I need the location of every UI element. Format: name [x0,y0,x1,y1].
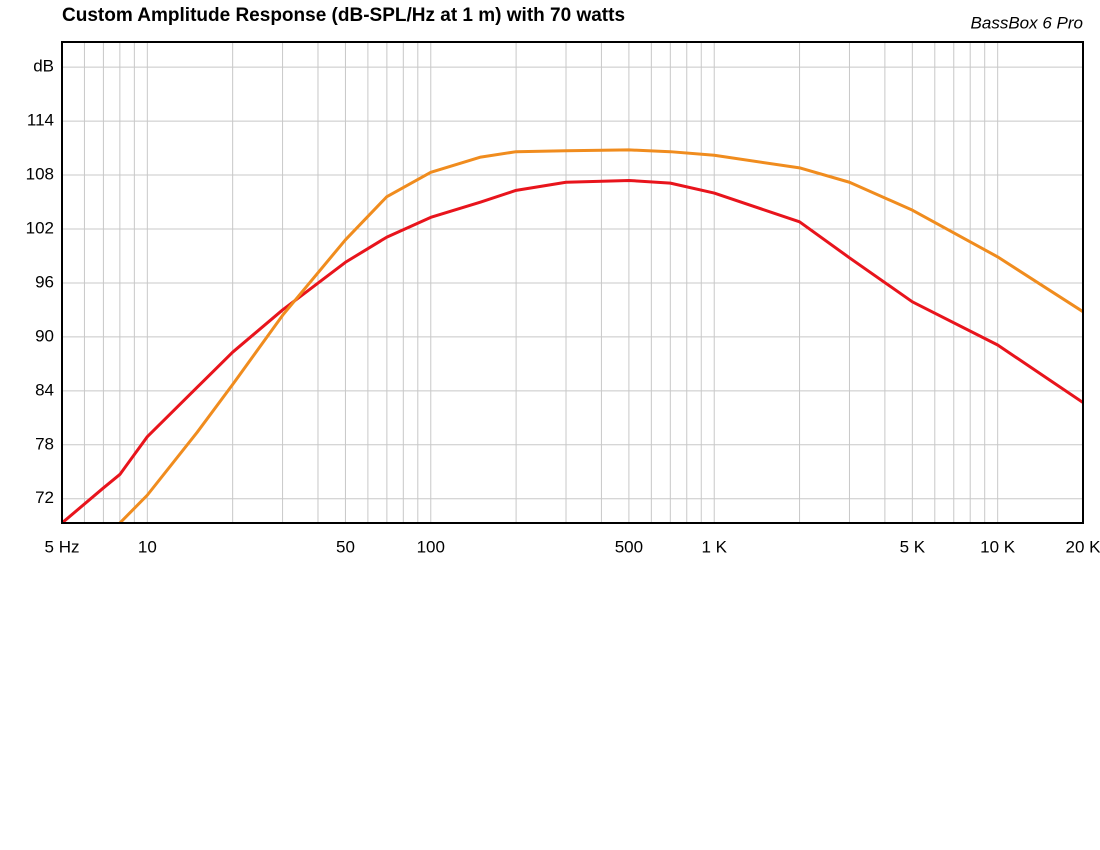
x-tick-label: 50 [336,537,355,556]
x-tick-label: 10 [138,537,157,556]
x-tick-label: 500 [615,537,643,556]
brand-label: BassBox 6 Pro [971,13,1083,32]
x-tick-label: 20 K [1066,537,1100,556]
plot-lines [62,148,1083,523]
plot-frame [61,41,1084,524]
y-tick-label: 108 [26,165,54,184]
y-tick-label: 96 [35,272,54,291]
x-tick-label: 100 [417,537,445,556]
y-tick-label: 78 [35,434,54,453]
x-tick-label: 1 K [701,537,727,556]
x-tick-label: 5 Hz [45,537,80,556]
y-tick-label: 102 [26,218,54,237]
x-tick-label: 5 K [900,537,926,556]
y-tick-label: 72 [35,488,54,507]
tick-labels: 5 Hz 10 50 100 500 1 K 5 K 10 K 20 K 72 78 84 90 96 10… [26,57,1100,557]
response-curve [62,178,1083,523]
y-tick-label: 114 [27,111,54,130]
chart-title: Custom Amplitude Response (dB-SPL/Hz at … [62,5,625,26]
grid [61,42,1084,523]
y-tick-label: dB [33,57,54,76]
x-tick-label: 10 K [980,537,1016,556]
y-tick-label: 90 [35,326,54,345]
response-curve [118,148,1083,523]
y-tick-label: 84 [35,380,54,399]
